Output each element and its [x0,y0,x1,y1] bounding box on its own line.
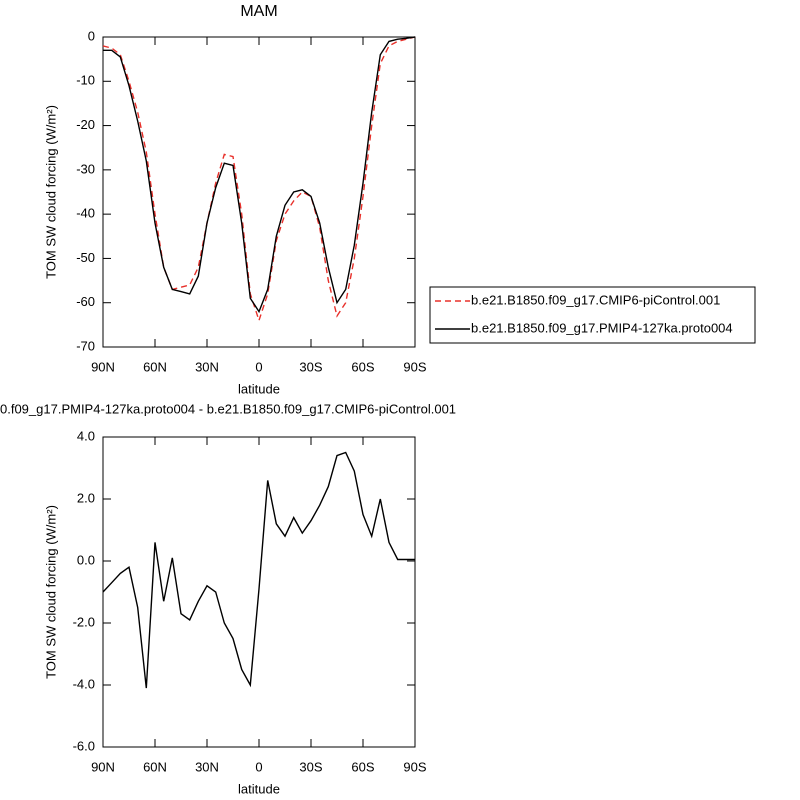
x-axis-label: latitude [238,381,280,396]
y-tick-label: 2.0 [77,490,95,505]
legend-label: b.e21.B1850.f09_g17.CMIP6-piControl.001 [471,292,720,307]
y-tick-label: -50 [76,250,95,265]
x-tick-label: 90N [91,359,115,374]
x-tick-label: 0 [255,759,262,774]
x-tick-label: 30S [299,759,322,774]
y-tick-label: -2.0 [73,614,95,629]
chart-title: 0.f09_g17.PMIP4-127ka.proto004 - b.e21.B… [0,401,456,416]
x-tick-label: 60S [351,359,374,374]
x-tick-label: 30S [299,359,322,374]
legend-label: b.e21.B1850.f09_g17.PMIP4-127ka.proto004 [471,320,733,335]
y-axis-label: TOM SW cloud forcing (W/m²) [43,505,58,679]
y-tick-label: -6.0 [73,738,95,753]
y-tick-label: -10 [76,73,95,88]
y-axis-label: TOM SW cloud forcing (W/m²) [43,105,58,279]
plot-frame [102,36,416,348]
data-line [102,36,416,323]
x-tick-label: 60S [351,759,374,774]
legend-box [429,286,756,344]
x-tick-label: 60N [143,759,167,774]
x-tick-label: 90N [91,759,115,774]
y-tick-label: -40 [76,206,95,221]
x-tick-label: 0 [255,359,262,374]
x-tick-label: 30N [195,759,219,774]
chart-title: MAM [240,3,277,20]
x-tick-label: 90S [403,359,426,374]
x-tick-label: 30N [195,359,219,374]
y-tick-label: -4.0 [73,676,95,691]
y-tick-label: -30 [76,161,95,176]
y-tick-label: 4.0 [77,428,95,443]
y-tick-label: -70 [76,338,95,353]
data-line [102,451,415,689]
y-tick-label: -20 [76,117,95,132]
x-tick-label: 60N [143,359,167,374]
y-tick-label: -60 [76,294,95,309]
y-tick-label: 0 [88,28,95,43]
y-tick-label: 0.0 [77,552,95,567]
x-axis-label: latitude [238,781,280,796]
x-tick-label: 90S [403,759,426,774]
data-line [103,36,416,314]
